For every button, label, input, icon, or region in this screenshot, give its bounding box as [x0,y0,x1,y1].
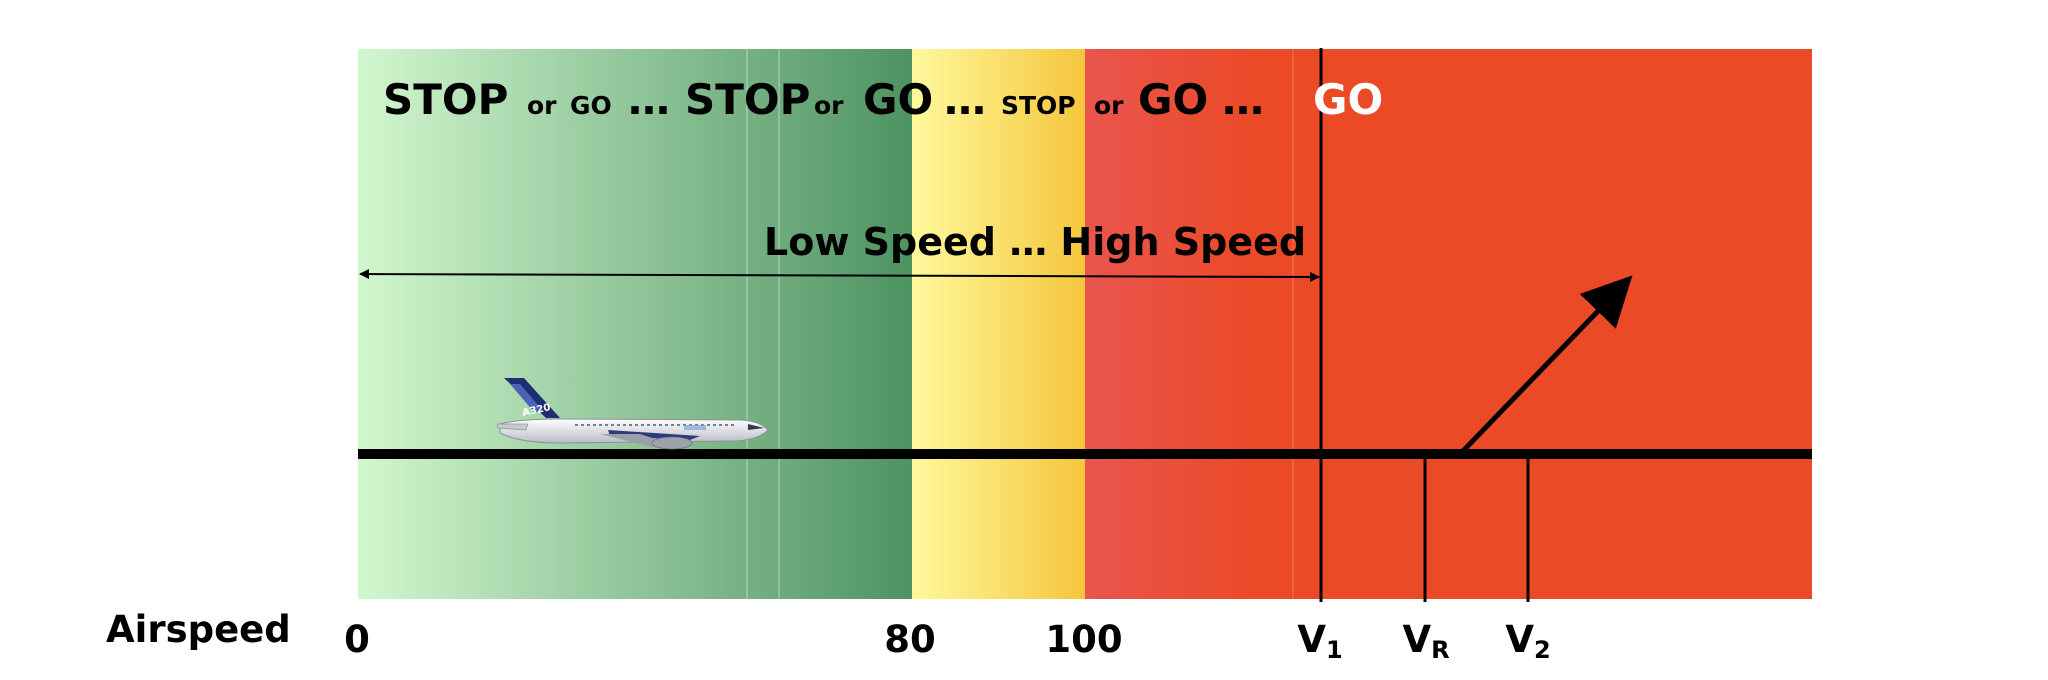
headline-or-1: or [527,91,557,120]
v2-sub: 2 [1534,636,1551,664]
headline: STOP or GO … STOP or GO … STOP or GO … [383,75,1264,124]
tick-label-v2: V2 [1505,618,1550,664]
go-zone [1252,49,1812,599]
headline-or-3: or [1094,91,1124,120]
tick-label-80: 80 [884,618,936,661]
airspeed-axis-title: Airspeed [106,608,291,651]
tick-label-v1: V1 [1297,618,1342,664]
low-speed-zone-stripe [778,49,780,599]
speed-range-arrow [359,269,1320,282]
vr-main: V [1402,618,1431,661]
headline-go-1: GO [570,91,612,120]
high-speed-zone [1085,49,1252,599]
headline-go-2: GO [863,75,933,124]
low-speed-zone-stripe [746,49,748,599]
climb-arrow [1460,275,1633,454]
low-speed-zone [358,49,912,599]
v2-main: V [1505,618,1534,661]
runway-line [358,449,1812,459]
v1-main: V [1297,618,1326,661]
headline-stop-1: STOP [383,75,508,124]
headline-go-3: GO [1138,75,1208,124]
aircraft-icon: A320 [496,378,769,450]
headline-ellipsis-2: … [944,75,986,124]
v1-sub: 1 [1326,636,1343,664]
headline-ellipsis-3: … [1222,75,1264,124]
tick-label-0: 0 [344,618,370,661]
headline-or-2: or [814,91,844,120]
tick-label-vr: VR [1402,618,1449,664]
headline-stop-2: STOP [685,75,810,124]
headline-ellipsis-1: … [628,75,670,124]
headline-stop-3: STOP [1001,91,1076,120]
medium-speed-zone [912,49,1085,599]
go-label: GO [1313,75,1383,124]
speed-range-label: Low Speed … High Speed [764,220,1306,264]
high-speed-zone-stripe [1292,49,1294,599]
tick-label-100: 100 [1045,618,1122,661]
vr-sub: R [1431,636,1449,664]
